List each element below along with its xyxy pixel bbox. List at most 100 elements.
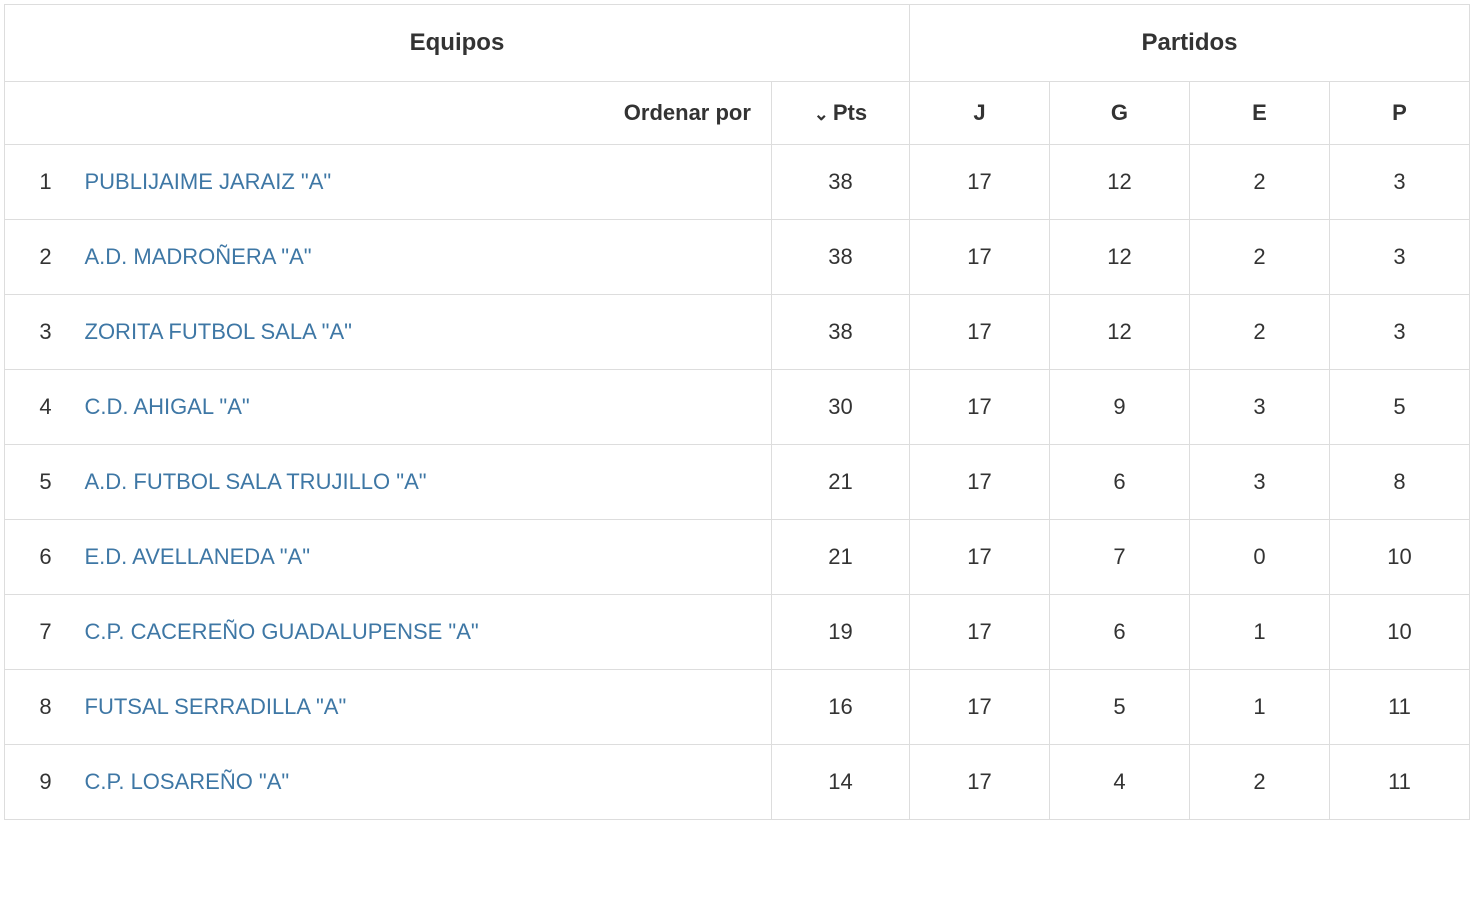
team-cell: C.P. CACEREÑO GUADALUPENSE "A" xyxy=(73,595,772,670)
pts-cell: 30 xyxy=(771,370,909,445)
rank-cell: 2 xyxy=(19,220,73,295)
header-equipos: Equipos xyxy=(5,5,910,82)
team-cell: FUTSAL SERRADILLA "A" xyxy=(73,670,772,745)
table-row: 4 C.D. AHIGAL "A" 3017935 xyxy=(5,370,1470,445)
g-cell: 6 xyxy=(1049,445,1189,520)
table-row: 1 PUBLIJAIME JARAIZ "A" 38171223 xyxy=(5,145,1470,220)
j-cell: 17 xyxy=(909,670,1049,745)
rank-cell: 1 xyxy=(19,145,73,220)
e-cell: 3 xyxy=(1189,370,1329,445)
e-cell: 0 xyxy=(1189,520,1329,595)
standings-table: Equipos Partidos Ordenar por ⌄Pts J G E … xyxy=(4,4,1470,820)
rank-cell: 9 xyxy=(19,745,73,820)
row-accent xyxy=(5,445,19,520)
rank-cell: 8 xyxy=(19,670,73,745)
pts-cell: 38 xyxy=(771,220,909,295)
p-cell: 11 xyxy=(1329,670,1469,745)
row-accent xyxy=(5,370,19,445)
j-cell: 17 xyxy=(909,445,1049,520)
header-j[interactable]: J xyxy=(909,82,1049,145)
e-cell: 2 xyxy=(1189,295,1329,370)
g-cell: 7 xyxy=(1049,520,1189,595)
rank-cell: 6 xyxy=(19,520,73,595)
table-row: 8FUTSAL SERRADILLA "A"16175111 xyxy=(5,670,1470,745)
rank-cell: 5 xyxy=(19,445,73,520)
header-e[interactable]: E xyxy=(1189,82,1329,145)
e-cell: 2 xyxy=(1189,145,1329,220)
team-link[interactable]: E.D. AVELLANEDA "A" xyxy=(85,544,311,569)
table-row: 5 A.D. FUTBOL SALA TRUJILLO "A" 2117638 xyxy=(5,445,1470,520)
rank-cell: 7 xyxy=(19,595,73,670)
table-row: 2A.D. MADROÑERA "A"38171223 xyxy=(5,220,1470,295)
team-link[interactable]: A.D. MADROÑERA "A" xyxy=(85,244,312,269)
team-cell: E.D. AVELLANEDA "A" xyxy=(73,520,772,595)
row-accent xyxy=(5,145,19,220)
e-cell: 1 xyxy=(1189,670,1329,745)
team-link[interactable]: C.P. CACEREÑO GUADALUPENSE "A" xyxy=(85,619,479,644)
table-row: 9 C.P. LOSAREÑO "A" 14174211 xyxy=(5,745,1470,820)
p-cell: 11 xyxy=(1329,745,1469,820)
table-row: 3ZORITA FUTBOL SALA "A"38171223 xyxy=(5,295,1470,370)
team-link[interactable]: C.P. LOSAREÑO "A" xyxy=(85,769,290,794)
pts-cell: 14 xyxy=(771,745,909,820)
row-accent xyxy=(5,220,19,295)
team-cell: ZORITA FUTBOL SALA "A" xyxy=(73,295,772,370)
j-cell: 17 xyxy=(909,595,1049,670)
p-cell: 10 xyxy=(1329,595,1469,670)
p-cell: 10 xyxy=(1329,520,1469,595)
e-cell: 2 xyxy=(1189,220,1329,295)
j-cell: 17 xyxy=(909,745,1049,820)
team-cell: PUBLIJAIME JARAIZ "A" xyxy=(73,145,772,220)
team-link[interactable]: C.D. AHIGAL "A" xyxy=(85,394,250,419)
team-cell: A.D. FUTBOL SALA TRUJILLO "A" xyxy=(73,445,772,520)
header-pts-label: Pts xyxy=(833,100,867,125)
chevron-down-icon: ⌄ xyxy=(814,104,829,125)
row-accent xyxy=(5,295,19,370)
rank-cell: 3 xyxy=(19,295,73,370)
g-cell: 12 xyxy=(1049,295,1189,370)
table-row: 7C.P. CACEREÑO GUADALUPENSE "A"19176110 xyxy=(5,595,1470,670)
team-cell: A.D. MADROÑERA "A" xyxy=(73,220,772,295)
header-p[interactable]: P xyxy=(1329,82,1469,145)
p-cell: 3 xyxy=(1329,220,1469,295)
j-cell: 17 xyxy=(909,370,1049,445)
p-cell: 5 xyxy=(1329,370,1469,445)
pts-cell: 38 xyxy=(771,145,909,220)
g-cell: 6 xyxy=(1049,595,1189,670)
row-accent xyxy=(5,595,19,670)
p-cell: 8 xyxy=(1329,445,1469,520)
pts-cell: 16 xyxy=(771,670,909,745)
g-cell: 4 xyxy=(1049,745,1189,820)
group-header-row: Equipos Partidos xyxy=(5,5,1470,82)
header-partidos: Partidos xyxy=(909,5,1469,82)
g-cell: 5 xyxy=(1049,670,1189,745)
g-cell: 12 xyxy=(1049,145,1189,220)
rank-cell: 4 xyxy=(19,370,73,445)
g-cell: 9 xyxy=(1049,370,1189,445)
sort-pts-button[interactable]: ⌄Pts xyxy=(771,82,909,145)
pts-cell: 38 xyxy=(771,295,909,370)
team-link[interactable]: A.D. FUTBOL SALA TRUJILLO "A" xyxy=(85,469,427,494)
p-cell: 3 xyxy=(1329,295,1469,370)
pts-cell: 19 xyxy=(771,595,909,670)
p-cell: 3 xyxy=(1329,145,1469,220)
j-cell: 17 xyxy=(909,295,1049,370)
table-row: 6E.D. AVELLANEDA "A"21177010 xyxy=(5,520,1470,595)
team-cell: C.D. AHIGAL "A" xyxy=(73,370,772,445)
g-cell: 12 xyxy=(1049,220,1189,295)
e-cell: 3 xyxy=(1189,445,1329,520)
pts-cell: 21 xyxy=(771,520,909,595)
row-accent xyxy=(5,520,19,595)
j-cell: 17 xyxy=(909,220,1049,295)
header-g[interactable]: G xyxy=(1049,82,1189,145)
j-cell: 17 xyxy=(909,145,1049,220)
team-cell: C.P. LOSAREÑO "A" xyxy=(73,745,772,820)
team-link[interactable]: PUBLIJAIME JARAIZ "A" xyxy=(85,169,332,194)
row-accent xyxy=(5,670,19,745)
team-link[interactable]: FUTSAL SERRADILLA "A" xyxy=(85,694,347,719)
e-cell: 2 xyxy=(1189,745,1329,820)
sub-header-row: Ordenar por ⌄Pts J G E P xyxy=(5,82,1470,145)
pts-cell: 21 xyxy=(771,445,909,520)
sort-by-label: Ordenar por xyxy=(5,82,772,145)
team-link[interactable]: ZORITA FUTBOL SALA "A" xyxy=(85,319,352,344)
